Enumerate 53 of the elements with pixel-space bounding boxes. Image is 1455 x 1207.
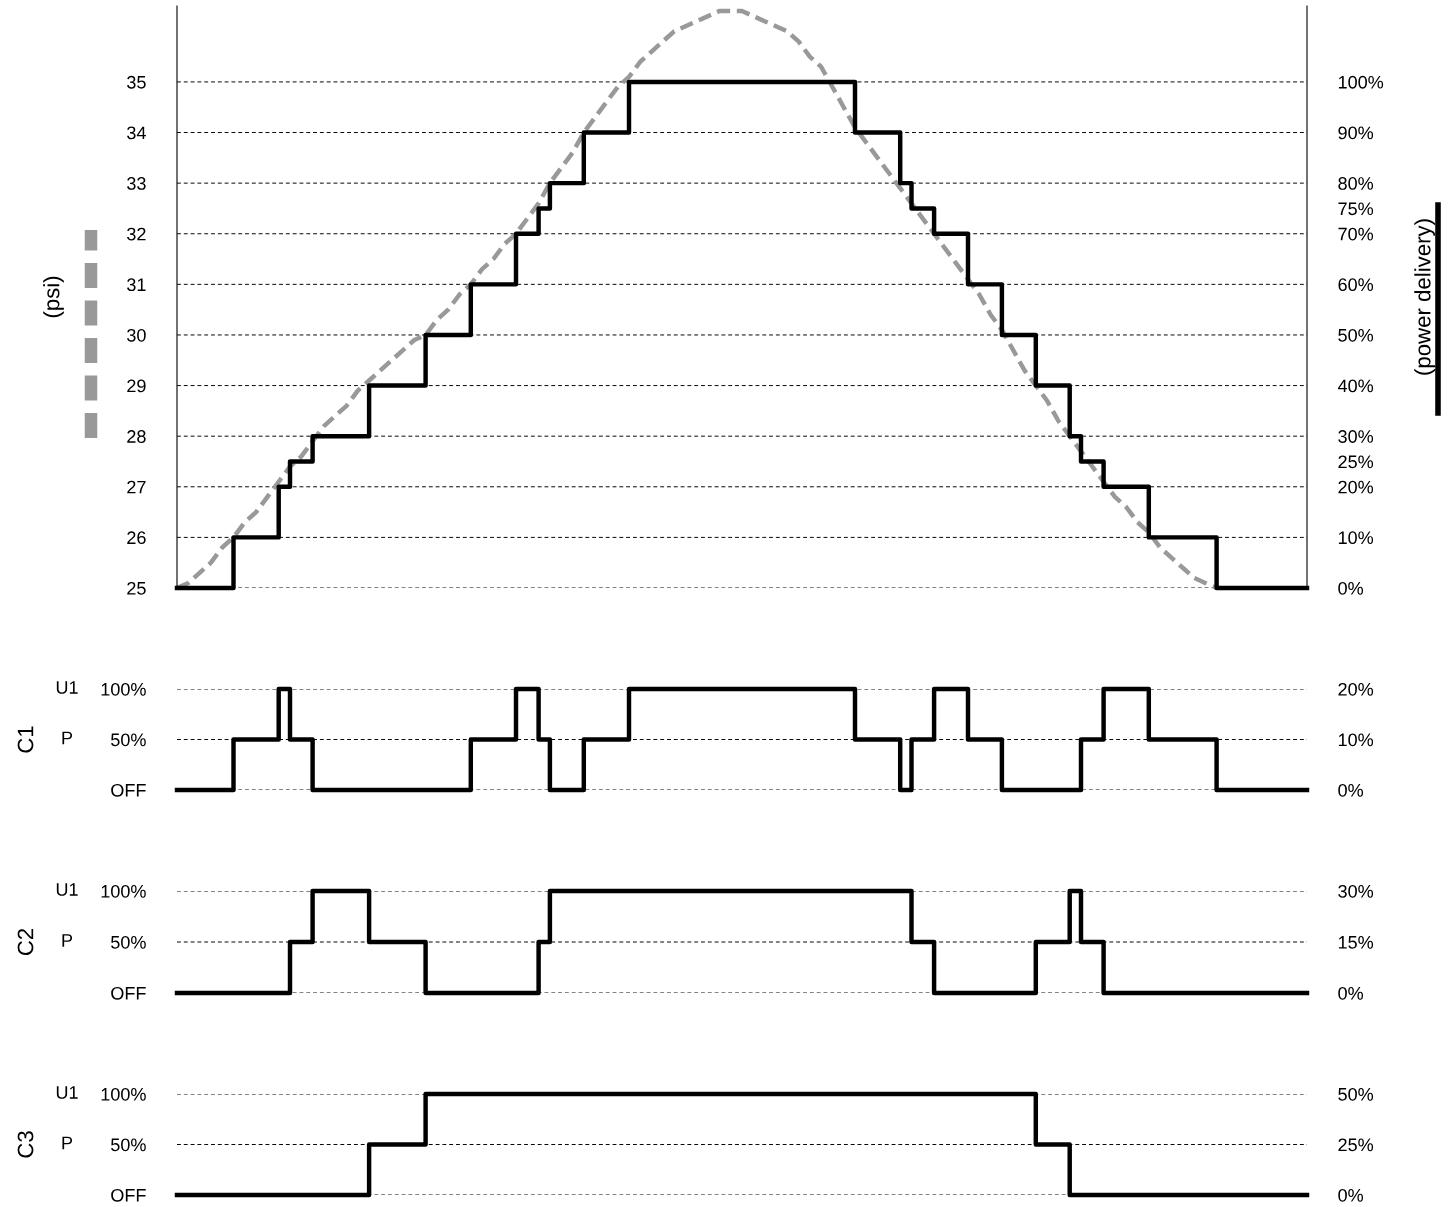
y-tick-label: 34 [127,126,146,140]
text: U1 [56,1086,78,1099]
y-tick-label: 100% [101,1087,146,1101]
y2-tick-label: 60% [1338,278,1374,292]
y2-tick-label: 30% [1338,430,1374,443]
y-tick-label: 50% [111,733,146,747]
y-tick-label: 28 [127,430,146,443]
y-tick-label: OFF [111,783,146,797]
y2-tick-label: 0% [1338,581,1364,595]
y-tick-label: 35 [127,75,146,89]
y-tick-label: 100% [101,682,146,696]
y-axis-title: C2 [17,928,34,956]
y2-tick-label: 100% [1338,75,1384,89]
text: U1 [56,883,78,896]
y2-tick-label: 90% [1338,126,1374,140]
y-tick-label: 27 [127,480,146,494]
y2-tick-label: 0% [1338,783,1364,797]
y-tick-label: OFF [111,986,146,1000]
y2-tick-label: 30% [1338,884,1374,898]
y-axis-title: (psi) [43,276,64,318]
y2-tick-label: 0% [1338,986,1364,1000]
y2-tick-label: 10% [1338,733,1374,747]
text: P [62,934,73,947]
y2-tick-label: 40% [1337,379,1374,393]
y2-tick-label: 10% [1338,531,1374,545]
y-axis-title: C3 [17,1131,34,1158]
y2-tick-label: 50% [1338,1087,1374,1101]
y-tick-label: 31 [127,278,146,292]
y2-tick-label: 20% [1338,682,1374,696]
y2-tick-label: 70% [1338,227,1374,241]
text: U1 [56,681,78,694]
y2-tick-label: 15% [1338,936,1374,949]
y-tick-label: 100% [101,884,146,898]
y2-tick-label: 75% [1338,202,1374,216]
text: P [62,1136,73,1150]
y-tick-label: 26 [127,531,146,545]
y2-tick-label: 25% [1338,455,1374,469]
y2-tick-label: 50% [1338,328,1374,342]
y-tick-label: 30 [127,328,146,342]
y-tick-label: 29 [127,379,146,393]
y-tick-label: 32 [127,227,146,241]
y-tick-label: 50% [111,935,146,949]
y-tick-label: 50% [111,1138,146,1152]
y2-tick-label: 0% [1338,1188,1364,1202]
y2-tick-label: 80% [1338,177,1374,190]
y-tick-label: 25 [127,581,146,595]
text: P [62,731,73,745]
y2-axis-title: (power delivery) [1414,219,1435,375]
y-axis-title: C1 [17,726,34,753]
y2-tick-label: 25% [1338,1138,1374,1152]
y-tick-label: OFF [111,1188,146,1202]
y2-tick-label: 20% [1338,480,1374,494]
y-tick-label: 33 [127,177,146,190]
